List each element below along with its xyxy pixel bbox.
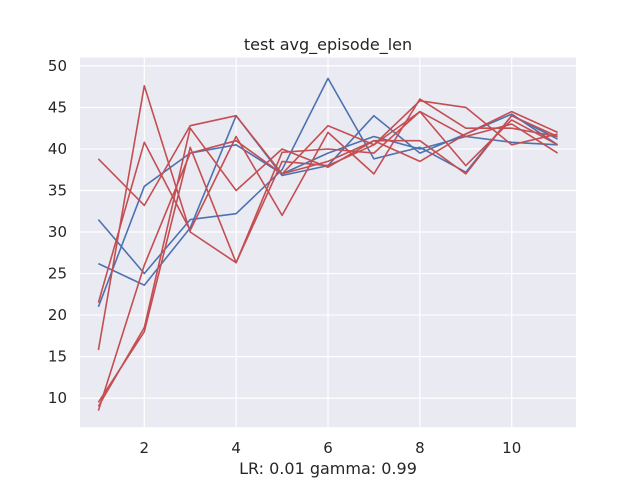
series-line-7 — [97, 110, 558, 407]
y-tick-label: 25 — [48, 265, 67, 283]
x-tick-label: 10 — [502, 439, 521, 457]
series-line-3 — [97, 135, 558, 308]
chart-title: test avg_episode_len — [244, 35, 412, 55]
x-tick-label: 8 — [415, 439, 425, 457]
y-tick-label: 40 — [48, 140, 67, 158]
series-line-5 — [97, 85, 558, 351]
y-tick-label: 15 — [48, 348, 67, 366]
y-tick-label: 30 — [48, 223, 67, 241]
series-line-9 — [97, 110, 559, 403]
y-tick-label: 20 — [48, 306, 67, 324]
tick-labels: 2 4 6 8 10 10 15 20 25 30 35 40 45 50 — [48, 57, 521, 457]
y-tick-label: 50 — [48, 57, 67, 75]
series-line-4 — [97, 100, 558, 207]
x-tick-label: 2 — [140, 439, 150, 457]
y-tick-label: 10 — [48, 389, 67, 407]
x-tick-label: 4 — [231, 439, 241, 457]
series-lines — [97, 77, 559, 411]
y-tick-label: 45 — [48, 98, 67, 116]
x-tick-label: 6 — [323, 439, 333, 457]
x-axis-label: LR: 0.01 gamma: 0.99 — [239, 459, 417, 478]
y-tick-label: 35 — [48, 181, 67, 199]
series-line-6 — [97, 98, 558, 303]
series-line-8 — [97, 114, 558, 411]
